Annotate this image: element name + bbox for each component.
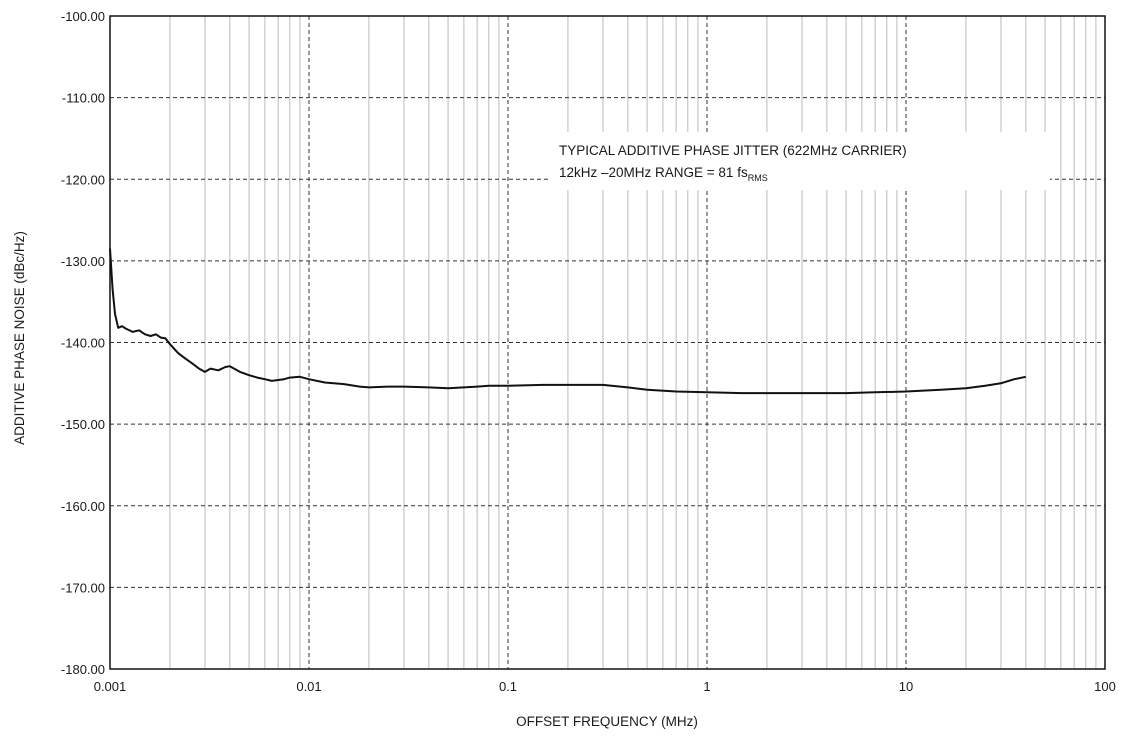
x-tick-label: 0.1 — [499, 679, 517, 694]
series-group — [109, 248, 1027, 395]
x-tick-label: 1 — [703, 679, 710, 694]
annotation-line-2-subscript: RMS — [748, 173, 768, 183]
y-tick-label: -110.00 — [62, 91, 105, 106]
y-tick-label: -150.00 — [61, 417, 105, 432]
y-tick-label: -130.00 — [61, 254, 105, 269]
y-tick-label: -170.00 — [61, 580, 105, 595]
y-tick-label: -180.00 — [61, 662, 105, 677]
y-tick-labels: -100.00 -110.00 -120.00 -130.00 -140.00 -150.… — [61, 9, 105, 677]
annotation-background — [548, 132, 1050, 190]
x-tick-label: 10 — [899, 679, 913, 694]
x-axis-title: OFFSET FREQUENCY (MHz) — [516, 714, 698, 729]
x-tick-label: 0.001 — [94, 679, 127, 694]
y-tick-label: -160.00 — [61, 499, 105, 514]
y-tick-label: -140.00 — [61, 336, 105, 351]
y-tick-label: -120.00 — [61, 172, 105, 187]
major-grid — [110, 16, 1105, 669]
x-tick-label: 0.01 — [296, 679, 321, 694]
y-tick-label: -100.00 — [61, 9, 105, 24]
annotation-line-2: 12kHz –20MHz RANGE = 81 fsRMS — [559, 165, 768, 183]
annotation-line-2-main: 12kHz –20MHz RANGE = 81 fs — [559, 165, 748, 180]
plot-frame — [109, 15, 1106, 670]
phase-noise-series-line — [109, 248, 1027, 395]
y-axis-title: ADDITIVE PHASE NOISE (dBc/Hz) — [12, 231, 27, 445]
annotation-line-1: TYPICAL ADDITIVE PHASE JITTER (622MHz CA… — [559, 143, 907, 158]
x-tick-label: 100 — [1094, 679, 1116, 694]
x-tick-labels: 0.001 0.01 0.1 1 10 100 — [94, 679, 1116, 694]
jitter-annotation: TYPICAL ADDITIVE PHASE JITTER (622MHz CA… — [548, 132, 1050, 190]
